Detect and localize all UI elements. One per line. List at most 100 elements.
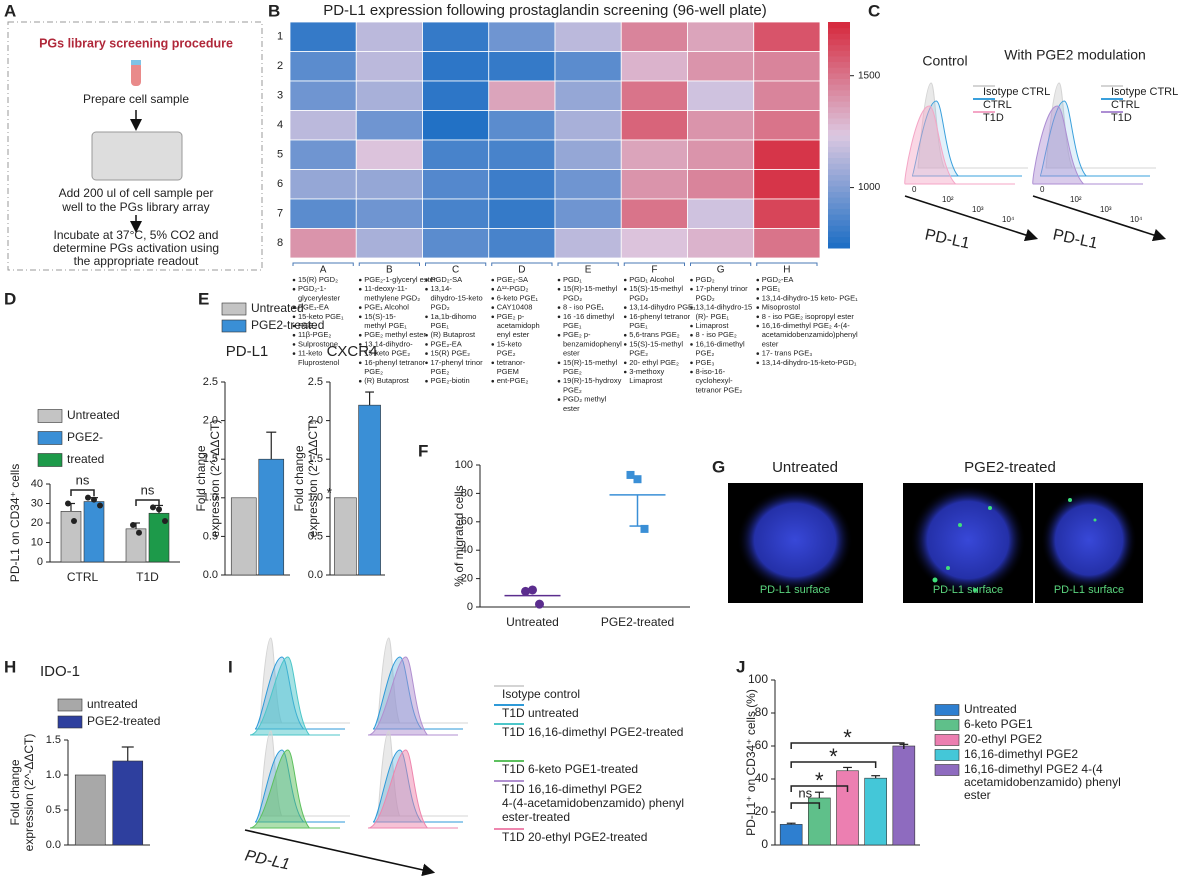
colorbar-step (828, 123, 850, 130)
heat-cell (422, 198, 490, 229)
compound-name: 15(S)-15-methyl (629, 339, 683, 348)
axis-arrow (244, 829, 436, 876)
compound-name: PGD₂ (696, 293, 715, 302)
heat-cell (620, 228, 688, 259)
histogram (1045, 82, 1156, 169)
heat-cell (289, 21, 357, 52)
x-tick-label: Untreated (506, 615, 559, 629)
bullet (292, 324, 296, 328)
bullet (425, 343, 428, 346)
histogram (904, 105, 1015, 185)
bullet (756, 278, 760, 282)
bullet (292, 315, 296, 319)
legend-swatch (934, 734, 960, 746)
compound-name: PGE₂-EA (431, 339, 462, 348)
bar (334, 497, 357, 576)
colorbar-step (828, 140, 850, 147)
colorbar-step (828, 101, 850, 108)
panel-label: B (268, 1, 280, 20)
legend-label: 20-ethyl PGE2 (964, 732, 1042, 746)
y-tick-label: 2.0 (308, 415, 323, 427)
compound-name: 8 - iso PGE₁ (563, 303, 604, 312)
heat-cell (488, 80, 556, 111)
colorbar-label: 1500 (858, 70, 881, 81)
histogram (367, 656, 458, 736)
compound-name: PGE₂ (298, 321, 317, 330)
colorbar-step (828, 236, 850, 243)
y-tick-label: 0.0 (203, 569, 218, 581)
bar (60, 510, 82, 563)
bullet (623, 361, 627, 365)
heat-cell (687, 21, 755, 52)
heat-cell (620, 110, 688, 141)
x-tick-label: PGE2-treated (601, 615, 674, 629)
heat-cell (422, 110, 490, 141)
row-label: 1 (277, 31, 283, 43)
bullet (358, 278, 362, 282)
y-tick-label: 0.0 (308, 569, 323, 581)
legend-label: Untreated (251, 301, 304, 315)
heat-cell (554, 80, 622, 111)
legend-label: 16,16-dimethyl PGE2 (964, 747, 1078, 761)
legend-swatch (37, 431, 63, 445)
heat-cell (554, 198, 622, 229)
chart-title: CXCR4 (327, 343, 378, 360)
y-tick-label: 10 (31, 536, 43, 548)
column-label: A (320, 265, 327, 276)
row-label: 2 (277, 60, 283, 72)
significance-bracket (790, 761, 877, 768)
heat-cell (289, 110, 357, 141)
legend-swatch (221, 319, 247, 333)
heat-cell (488, 110, 556, 141)
compound-name: PGE₂ (563, 385, 582, 394)
compound-name: PGE₂-SA (497, 275, 528, 284)
heat-cell (289, 51, 357, 82)
compound-name: benzamidophenyl (563, 339, 622, 348)
compound-name: PGE₂ (364, 367, 383, 376)
compound-name: 16-phenyl tetranor (364, 358, 425, 367)
heat-cell (753, 80, 821, 111)
heat-cell (687, 139, 755, 170)
image-caption: PD-L1 surface (1054, 584, 1124, 596)
bullet (358, 306, 362, 309)
compound-name: 13,14-dihydro PGE₁ (629, 303, 696, 312)
compound-name: PGD₂-EA (762, 275, 794, 284)
column-label: B (386, 265, 393, 276)
compound-name: 11β-PGE₂ (298, 330, 331, 339)
heat-cell (422, 228, 490, 259)
heat-cell (687, 169, 755, 200)
tube-cap (131, 60, 141, 65)
data-point (71, 518, 77, 525)
bullet (756, 315, 760, 319)
axis-tick-label: 0 (1040, 185, 1045, 194)
step-text: Prepare cell sample (83, 92, 189, 106)
heat-cell (753, 51, 821, 82)
heat-cell (753, 169, 821, 200)
column-label: D (518, 265, 525, 276)
heat-cell (554, 51, 622, 82)
compound-name: 16,16-dimethyl (696, 339, 746, 348)
compound-name: PGD₂-1- (298, 284, 327, 293)
y-tick-label: 1.0 (46, 769, 61, 781)
histogram (249, 656, 340, 736)
compound-name: glycerylester (298, 293, 341, 302)
column-brace (491, 262, 553, 266)
y-tick-label: 40 (31, 478, 43, 490)
colorbar-step (828, 44, 850, 51)
compound-name: 13,14-dihydro-15 (696, 303, 753, 312)
compound-name: PGE₃ (696, 358, 715, 367)
panel-label: F (418, 441, 428, 460)
heat-cell (687, 198, 755, 229)
significance-label: ns (76, 472, 90, 487)
heatmap-title: PD-L1 expression following prostaglandin… (323, 2, 767, 19)
data-point (65, 500, 71, 507)
row-label: 6 (277, 178, 283, 190)
legend-label: untreated (87, 697, 138, 711)
compound-name: PGD₂ methyl (563, 395, 607, 404)
y-tick-label: 0 (761, 837, 768, 851)
y-axis-label: PD-L1 on CD34⁺ cells (8, 464, 22, 582)
heat-cell (554, 21, 622, 52)
procedure-box (7, 21, 263, 271)
compound-name: 15(R)-15-methyl (563, 284, 618, 293)
bullet (756, 287, 760, 291)
